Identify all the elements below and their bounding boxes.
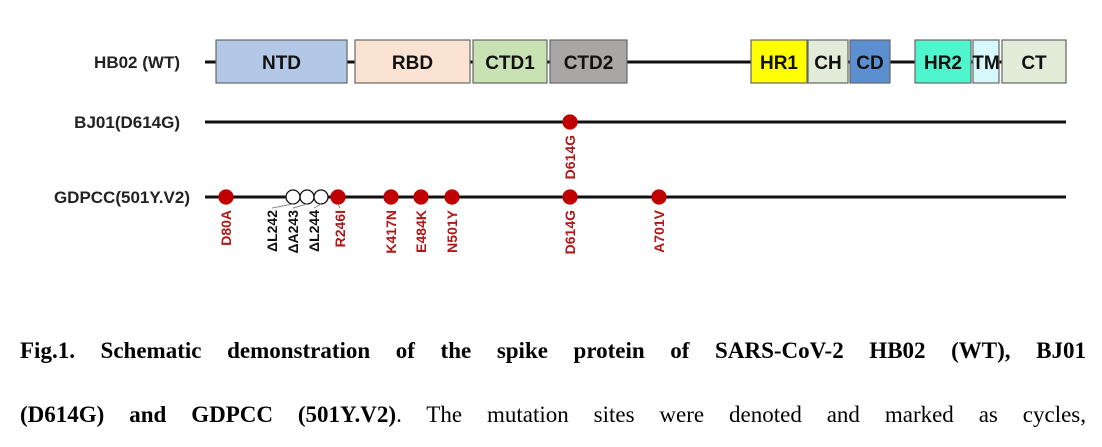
mutation-marker [413,189,429,205]
mutation-label: ΔL244 [306,210,322,252]
domain-label: RBD [392,53,433,74]
mutation-marker [218,189,234,205]
domain-label: TM [972,53,999,74]
mutation-marker [444,189,460,205]
domain-box-hr1 [750,39,808,84]
spike-protein-diagram: HB02 (WT) BJ01(D614G) GDPCC(501Y.V2) NTD… [54,39,1067,254]
mutation-marker [330,189,346,205]
domain-box-ch [807,39,849,84]
domain-box-ntd [215,39,348,84]
caption-bold-part: (D614G) and GDPCC (501Y.V2) [20,402,397,427]
domain-box-hr2 [914,39,972,84]
label-leader-line [313,203,322,209]
domain-box-cd [849,39,891,84]
mutation-label: E484K [413,210,429,253]
deletion-marker [313,189,329,205]
row-label-gdpcc: GDPCC(501Y.V2) [54,188,190,207]
mutation-label: R246I [332,210,348,247]
domain-label: HR1 [760,53,798,74]
domain-label: CD [856,53,883,74]
domain-label: HR2 [924,53,962,74]
caption-rest: . The mutation sites were denoted and ma… [396,402,1086,427]
domain-label: NTD [262,53,301,74]
domain-box-ct [1001,39,1067,84]
mutation-label: D614G [562,210,578,254]
domain-box-ctd2 [549,39,628,84]
domain-label: CTD2 [564,53,614,74]
deletion-marker [299,189,315,205]
mutation-label: A701V [651,209,667,252]
mutation-marker [562,189,578,205]
mutation-label: K417N [383,210,399,254]
row-label-bj01: BJ01(D614G) [74,113,180,132]
mutation-label: ΔA243 [285,210,301,254]
mutation-label: ΔL242 [264,210,280,252]
domain-label: CTD1 [485,53,535,74]
domain-label: CH [814,53,841,74]
mutation-marker [383,189,399,205]
domain-label: CT [1021,53,1047,74]
deletion-marker [285,189,301,205]
domain-box-tm [972,39,1000,84]
mutation-label: D80A [218,210,234,246]
mutation-marker [562,114,578,130]
figure-caption-line1: Fig.1. Schematic demonstration of the sp… [20,338,1086,363]
mutation-label: D614G [562,135,578,179]
mutation-marker [651,189,667,205]
label-leader-line [271,203,294,209]
mutation-label: N501Y [444,209,460,252]
row-label-hb02: HB02 (WT) [94,53,180,72]
label-leader-line [337,203,341,209]
domain-box-rbd [354,39,471,84]
domain-box-ctd1 [472,39,548,84]
label-leader-line [292,203,308,209]
figure-caption-line2: (D614G) and GDPCC (501Y.V2). The mutatio… [20,402,1086,428]
